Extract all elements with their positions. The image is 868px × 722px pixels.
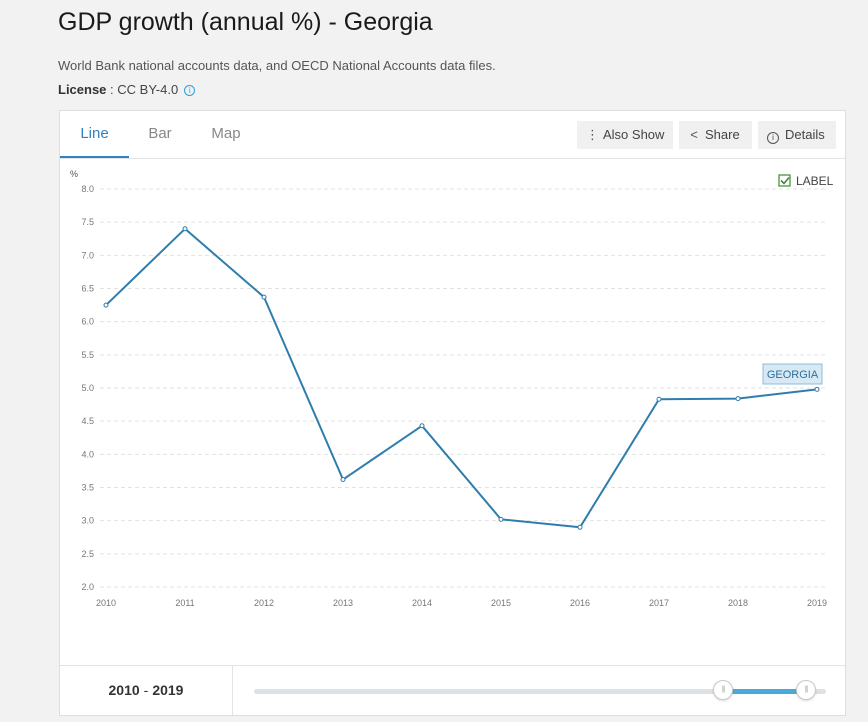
range-start-handle[interactable]: ||| [713,680,734,700]
license-separator: : [106,82,118,97]
x-tick-label: 2019 [807,598,827,608]
x-axis-ticks: 2010 2011 2012 2013 2014 2015 2016 2017 2018 2019 [96,598,827,608]
series-label-box [762,363,823,385]
time-range-bar: 2010-2019 ||| ||| [60,665,845,715]
gridlines [100,188,828,588]
info-icon[interactable]: i [184,85,196,96]
line-chart: 2.02.53.03.54.04.55.05.56.06.57.07.58.0 … [70,169,834,608]
checkmark-icon [780,176,790,185]
y-tick-label: 8.0 [81,184,94,194]
also-show-label: Also Show [603,127,665,142]
chart-card: Line Bar Map ⋮ Also Show < Share i Details … [59,110,846,716]
license-label: License [58,82,107,97]
data-point[interactable] [419,423,425,429]
source-text: World Bank national accounts data, and O… [58,58,496,73]
data-point[interactable] [103,302,109,308]
license-line: License : CC BY-4.0 i [58,82,196,97]
tab-bar[interactable]: Bar [148,125,172,142]
y-tick-label: 3.5 [81,483,94,493]
y-tick-label: 3.0 [81,516,94,526]
also-show-button[interactable]: ⋮ Also Show [577,121,673,149]
chart-tabs: Line Bar Map ⋮ Also Show < Share i Details [60,111,845,159]
license-value: CC BY-4.0 [117,82,179,97]
x-tick-label: 2017 [649,598,669,608]
x-tick-label: 2012 [254,598,274,608]
y-axis-unit: % [70,169,78,179]
range-end-handle[interactable]: ||| [795,680,816,700]
data-point[interactable] [814,386,820,392]
series-line [105,227,818,529]
label-toggle-text: LABEL [796,174,834,188]
data-point[interactable] [498,516,504,522]
label-toggle[interactable]: LABEL [778,174,834,188]
data-point[interactable] [577,524,583,530]
more-vertical-icon: ⋮ [586,127,599,142]
x-tick-label: 2014 [412,598,432,608]
x-tick-label: 2010 [96,598,116,608]
y-tick-label: 4.5 [81,416,94,426]
data-point[interactable] [182,226,188,232]
data-point[interactable] [656,396,662,402]
tab-line[interactable]: Line [60,111,129,158]
details-label: Details [785,127,825,142]
y-tick-label: 4.0 [81,449,94,459]
y-tick-label: 5.5 [81,350,94,360]
range-slider-track[interactable]: ||| ||| [254,680,826,700]
share-button[interactable]: < Share [679,121,752,149]
range-label: 2010-2019 [60,666,233,715]
y-tick-label: 2.5 [81,549,94,559]
data-point[interactable] [735,396,741,402]
range-slider-fill [723,689,806,694]
y-tick-label: 7.5 [81,217,94,227]
tab-map[interactable]: Map [211,125,241,142]
details-info-icon: i [767,132,779,144]
data-point[interactable] [340,477,346,483]
x-tick-label: 2011 [175,598,194,608]
x-tick-label: 2013 [333,598,353,608]
x-tick-label: 2018 [728,598,748,608]
y-tick-label: 7.0 [81,250,94,260]
y-tick-label: 2.0 [81,582,94,592]
y-tick-label: 5.0 [81,383,94,393]
series-label-tag: GEORGIA [762,363,823,385]
share-icon: < [690,127,698,142]
series-georgia [103,226,820,530]
range-start: 2010 [108,682,140,698]
x-tick-label: 2015 [491,598,511,608]
y-tick-label: 6.0 [81,317,94,327]
page-title: GDP growth (annual %) - Georgia [58,8,433,36]
range-separator: - [143,682,149,698]
range-end: 2019 [152,682,184,698]
series-label-text: GEORGIA [767,369,819,381]
label-checkbox[interactable] [778,174,791,187]
data-point[interactable] [261,294,267,300]
y-tick-label: 6.5 [81,284,94,294]
x-tick-label: 2016 [570,598,590,608]
details-button[interactable]: i Details [758,121,836,149]
share-label: Share [705,127,740,142]
y-axis-ticks: 2.0 2.5 3.0 3.5 4.0 4.5 5.0 5.5 6.0 6.5 7.0 7.5 8.0 [81,184,94,592]
